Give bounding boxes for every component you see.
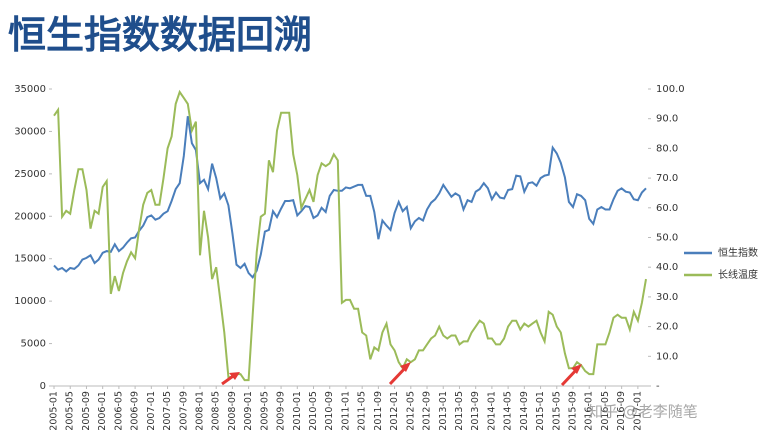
watermark: 知乎 @老李随笔 <box>588 403 698 421</box>
x-tick-label: 2016-05 <box>600 391 611 431</box>
x-tick-label: 2014-09 <box>519 391 530 431</box>
x-tick-label: 2008-01 <box>194 391 205 431</box>
y-tick-label: 25000 <box>14 169 46 180</box>
arrow-head <box>229 372 240 380</box>
x-tick-label: 2013-01 <box>438 391 449 431</box>
x-tick-label: 2015-05 <box>551 391 562 431</box>
y2-tick-label: 30.0 <box>656 292 678 303</box>
x-tick-label: 2012-05 <box>405 391 416 431</box>
y-tick-label: 10000 <box>14 296 46 307</box>
x-tick-label: 2007-05 <box>162 391 173 431</box>
x-tick-label: 2010-05 <box>308 391 319 431</box>
x-tick-label: 2007-01 <box>146 391 157 431</box>
y-tick-label: 5000 <box>21 339 46 350</box>
x-tick-label: 2016-09 <box>616 391 627 431</box>
series-line <box>53 89 647 382</box>
x-tick-label: 2011-09 <box>373 391 384 431</box>
y2-tick-label: 20.0 <box>656 322 678 333</box>
legend-label: 长线温度 <box>718 268 758 281</box>
x-tick-label: 2011-05 <box>357 391 368 431</box>
x-tick-label: 2014-05 <box>503 391 514 431</box>
x-tick-label: 2009-09 <box>276 391 287 431</box>
x-tick-label: 2005-05 <box>65 391 76 431</box>
x-tick-label: 2008-05 <box>211 391 222 431</box>
y2-tick-label: 100.0 <box>656 84 685 95</box>
x-tick-label: 2010-01 <box>292 391 303 431</box>
y2-tick-label: 50.0 <box>656 233 678 244</box>
x-tick-label: 2007-09 <box>178 391 189 431</box>
x-tick-label: 2006-05 <box>113 391 124 431</box>
x-tick-label: 2015-01 <box>535 391 546 431</box>
x-tick-label: 2012-09 <box>422 391 433 431</box>
x-tick-label: 2006-01 <box>97 391 108 431</box>
series-line <box>53 116 647 280</box>
arrows <box>221 362 582 387</box>
y-tick-label: 15000 <box>14 254 46 265</box>
legend-label: 恒生指数 <box>718 246 758 259</box>
y-tick-label: 30000 <box>14 126 46 137</box>
x-tick-label: 2013-09 <box>470 391 481 431</box>
x-tick-label: 2009-05 <box>259 391 270 431</box>
arrow-head <box>400 362 411 372</box>
x-tick-label: 2005-09 <box>81 391 92 431</box>
x-tick-label: 2005-01 <box>49 391 60 431</box>
x-tick-label: 2013-05 <box>454 391 465 431</box>
x-tick-label: 2011-01 <box>340 391 351 431</box>
x-tick-label: 2014-01 <box>486 391 497 431</box>
y2-tick-label: 10.0 <box>656 351 678 362</box>
x-tick-label: 2016-01 <box>584 391 595 431</box>
x-tick-label: 2010-09 <box>324 391 335 431</box>
y-tick-label: 0 <box>40 381 46 392</box>
y2-tick-label: 90.0 <box>656 114 678 125</box>
y2-tick-label: 70.0 <box>656 173 678 184</box>
x-tick-label: 2017-01 <box>632 391 643 431</box>
x-tick-label: 2008-09 <box>227 391 238 431</box>
chart-title: 恒生指数数据回溯 <box>8 13 312 57</box>
x-tick-label: 2012-01 <box>389 391 400 431</box>
y2-tick-label: 60.0 <box>656 203 678 214</box>
y-tick-label: 35000 <box>14 84 46 95</box>
y-tick-label: 20000 <box>14 211 46 222</box>
x-tick-label: 2006-09 <box>130 391 141 431</box>
x-tick-label: 2015-09 <box>567 391 578 431</box>
y2-tick-label: - <box>656 381 660 392</box>
y2-tick-label: 40.0 <box>656 262 678 273</box>
y2-tick-label: 80.0 <box>656 143 678 154</box>
x-tick-label: 2009-01 <box>243 391 254 431</box>
arrow-head <box>571 364 582 374</box>
